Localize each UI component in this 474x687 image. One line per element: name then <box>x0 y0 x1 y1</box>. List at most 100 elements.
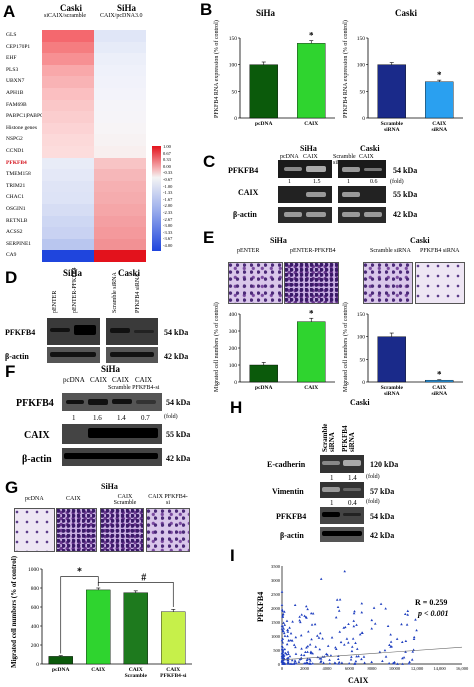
e-ylabel-left: Migrated cell numbers (% of control) <box>214 302 220 392</box>
heatmap-scale-tick: -2.67 <box>163 216 173 222</box>
y-tick-label: 0 <box>362 116 365 122</box>
significance-hash: # <box>141 572 146 583</box>
h-blot-ecad <box>320 455 364 473</box>
scatter-point <box>306 607 309 611</box>
scatter-point <box>402 656 406 659</box>
scatter-point <box>335 598 339 601</box>
scatter-point <box>325 652 328 655</box>
scatter-point <box>352 612 356 615</box>
scatter-point <box>287 638 291 642</box>
scatter-point <box>328 662 332 665</box>
h-kda-57: 57 kDa <box>370 487 395 496</box>
scatter-point <box>307 662 311 665</box>
y-tick-label: 3500 <box>271 564 281 569</box>
scatter-point <box>283 610 286 613</box>
heatmap-col2-sub: CAIX/pcDNA3.0 <box>100 13 143 19</box>
scatter-point <box>317 636 321 639</box>
scatter-point <box>294 635 298 639</box>
c-caski: Caski <box>360 144 380 153</box>
heatmap-cell <box>42 99 94 112</box>
scatter-point <box>412 635 416 639</box>
f-siha: SiHa <box>101 364 121 374</box>
significance-star: * <box>437 370 442 380</box>
scatter-point <box>334 616 338 619</box>
c-band <box>342 212 360 217</box>
heatmap-scale-tick: 0.00 <box>163 163 171 169</box>
d-row-bactin: β-actin <box>5 352 29 361</box>
h-row-ecad: E-cadherin <box>267 460 306 469</box>
x-tick-label: pcDNA <box>255 385 272 391</box>
scatter-point <box>309 611 313 615</box>
scatter-point <box>350 649 354 653</box>
scatter-point <box>355 655 358 658</box>
heatmap-scale-tick: -2.00 <box>163 203 173 209</box>
c-blot-caix-siha <box>278 186 332 203</box>
c-band <box>342 167 360 172</box>
scatter-point <box>401 656 404 660</box>
scatter-point <box>280 651 284 655</box>
heatmap: GLS CEP170P1 EHF PLS3 UBXN7 APH1B FAM69B PABPC1… <box>0 26 175 266</box>
scatter-point <box>400 622 403 626</box>
y-tick-label: 50 <box>360 89 366 95</box>
heatmap-cell <box>42 122 94 135</box>
f-col-caix1: CAIX <box>90 376 108 384</box>
c-blot-pfkfb4-siha <box>278 160 332 178</box>
scatter-point <box>300 653 303 656</box>
heatmap-cell <box>94 99 146 112</box>
c-row-bactin: β-actin <box>233 210 257 219</box>
scatter-point <box>328 658 331 661</box>
heatmap-cell <box>94 122 146 135</box>
scatter-point <box>304 650 307 654</box>
y-tick-label: 50 <box>360 357 366 363</box>
d-caski: Caski <box>118 268 141 278</box>
scatter-point <box>338 598 342 601</box>
trend-line <box>281 646 463 661</box>
heatmap-gene-label: TMEM158 <box>6 171 31 178</box>
scatter-point <box>343 569 347 573</box>
scatter-point <box>281 641 285 644</box>
heatmap-cell <box>94 204 146 216</box>
scatter-point <box>370 618 374 622</box>
f-kda-55: 55 kDa <box>166 430 191 439</box>
b-caski-title: Caski <box>395 8 418 18</box>
scatter-point <box>299 634 303 637</box>
scatter-point <box>360 602 364 605</box>
scatter-point <box>298 615 301 618</box>
heatmap-scale-tick: -1.33 <box>163 190 173 196</box>
d-row-pfkfb4: PFKFB4 <box>5 328 36 337</box>
y-tick-label: 0 <box>362 380 365 386</box>
y-tick-label: 400 <box>229 312 238 318</box>
c-col-pcdna: pcDNA <box>280 154 299 160</box>
d-col-penter-pfkfb4: pENTER-PFKFB4 <box>72 267 78 313</box>
c-col-caix: CAIX <box>303 154 318 160</box>
e-micrograph-pfkfb4si <box>415 262 465 304</box>
scatter-point <box>282 631 286 635</box>
d-band <box>50 328 70 332</box>
x-tick-label: CAIX <box>432 385 446 391</box>
scatter-point <box>283 634 287 637</box>
d-kda-42: 42 kDa <box>164 352 189 361</box>
heatmap-cell <box>42 146 94 158</box>
scatter-point <box>395 637 399 640</box>
scatter-point <box>355 623 358 626</box>
scatter-point <box>305 616 308 619</box>
f-fold-4: 0.7 <box>141 414 150 422</box>
h-blot-pfkfb4 <box>320 507 364 524</box>
f-row-caix: CAIX <box>24 430 50 441</box>
heatmap-gene-label: PFKFB4 <box>6 159 27 166</box>
g-ylabel: Migrated cell numbers (% of control) <box>10 555 18 668</box>
scatter-point <box>360 631 364 634</box>
y-tick-label: 300 <box>229 329 238 335</box>
scatter-point <box>314 645 318 648</box>
scatter-point <box>287 656 290 659</box>
b-ylabel-right: PFKFB4 RNA expression (% of control) <box>343 20 349 118</box>
scatter-point <box>388 643 391 646</box>
heatmap-cell <box>42 134 94 146</box>
scatter-point <box>310 637 313 641</box>
scatter-point <box>319 577 323 580</box>
scatter-point <box>306 657 309 660</box>
scatter-point <box>349 658 353 661</box>
panel-a-label: A <box>3 2 16 21</box>
h-row-bactin: β-actin <box>280 531 304 540</box>
x-tick-label: CAIX <box>432 121 446 127</box>
